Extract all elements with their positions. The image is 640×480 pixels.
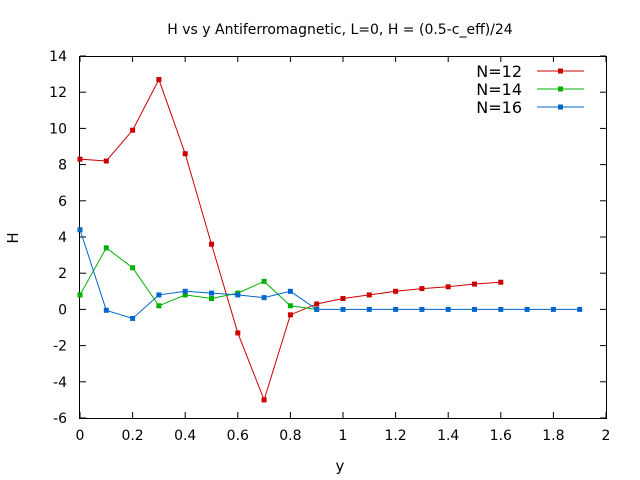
data-point — [103, 307, 109, 313]
data-point — [577, 306, 583, 312]
data-point — [445, 306, 451, 312]
data-point — [77, 227, 83, 233]
data-point — [445, 284, 451, 290]
legend-marker — [558, 86, 563, 92]
series-n-14 — [77, 245, 320, 312]
y-tick-label: 6 — [58, 194, 67, 210]
data-point — [261, 295, 267, 301]
x-axis-title: y — [336, 457, 345, 475]
data-point — [261, 278, 267, 284]
data-point — [419, 286, 425, 292]
y-tick-label: 12 — [49, 85, 67, 101]
data-point — [235, 292, 241, 298]
y-tick-label: 10 — [49, 121, 67, 137]
data-point — [524, 306, 530, 312]
data-point — [130, 127, 136, 133]
y-tick-label: 4 — [58, 230, 67, 246]
data-point — [103, 158, 109, 164]
data-point — [287, 312, 293, 318]
data-point — [156, 303, 162, 309]
plot-frame — [79, 56, 607, 419]
series-line — [79, 78, 501, 402]
y-tick-label: 14 — [49, 49, 67, 65]
axis-ticks: 0 0.2 0.4 0.6 0.8 1 1.2 1.4 1.6 1.8 2 -6 -4 -2 0 2 4 6 8 10… — [49, 49, 610, 444]
data-point — [209, 241, 214, 247]
data-point — [498, 306, 504, 312]
x-tick-label: 1.2 — [384, 428, 406, 444]
data-point — [393, 306, 399, 312]
data-point — [472, 281, 477, 287]
data-point — [419, 306, 425, 312]
data-point — [156, 292, 162, 298]
x-tick-label: 0.2 — [121, 428, 143, 444]
series-line — [79, 247, 317, 310]
x-tick-label: 1 — [339, 428, 348, 444]
data-point — [366, 292, 372, 298]
data-point — [366, 306, 372, 312]
data-point — [393, 288, 399, 294]
data-point — [182, 288, 188, 294]
series-n-12 — [77, 77, 504, 403]
series-line — [79, 229, 580, 320]
legend-label: N=12 — [476, 62, 522, 81]
data-point — [550, 306, 556, 312]
x-tick-label: 0.6 — [227, 428, 249, 444]
data-point — [314, 306, 320, 312]
y-tick-label: -4 — [53, 375, 67, 391]
x-tick-label: 0.8 — [279, 428, 301, 444]
legend-label: N=16 — [476, 98, 522, 117]
data-point — [77, 292, 83, 298]
y-tick-label: 8 — [58, 158, 67, 174]
data-point — [209, 290, 214, 296]
x-tick-label: 1.6 — [490, 428, 512, 444]
series-n-16 — [77, 227, 583, 321]
chart-title: H vs y Antiferromagnetic, L=0, H = (0.5-… — [167, 22, 513, 38]
data-point — [77, 156, 83, 162]
x-tick-label: 2 — [602, 428, 611, 444]
data-point — [287, 288, 293, 294]
x-tick-label: 0.4 — [174, 428, 196, 444]
y-tick-label: 2 — [58, 266, 67, 282]
data-point — [340, 306, 346, 312]
data-point — [261, 397, 267, 403]
data-point — [209, 296, 214, 302]
y-axis-title: H — [4, 232, 22, 243]
legend-marker — [558, 68, 563, 74]
data-point — [156, 77, 162, 83]
legend-marker — [558, 104, 563, 110]
data-point — [498, 279, 504, 285]
data-point — [103, 245, 109, 251]
y-tick-label: -2 — [53, 339, 67, 355]
legend: N=12N=14N=16 — [476, 62, 584, 117]
legend-label: N=14 — [476, 80, 522, 99]
data-point — [235, 330, 241, 336]
x-tick-label: 1.8 — [542, 428, 564, 444]
series-layer — [77, 77, 583, 403]
data-point — [314, 301, 320, 307]
data-point — [340, 296, 346, 302]
data-point — [472, 306, 477, 312]
data-point — [182, 151, 188, 157]
data-point — [130, 315, 136, 321]
x-tick-label: 1.4 — [437, 428, 459, 444]
y-tick-label: -6 — [53, 411, 67, 427]
x-tick-label: 0 — [76, 428, 85, 444]
data-point — [287, 303, 293, 309]
y-tick-label: 0 — [58, 302, 67, 318]
data-point — [130, 265, 136, 271]
data-point — [182, 292, 188, 298]
